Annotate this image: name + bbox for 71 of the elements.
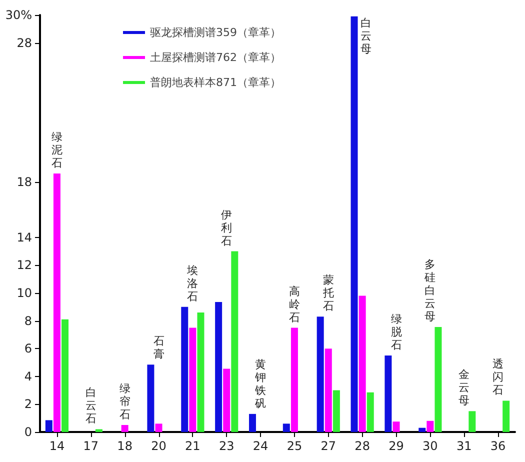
x-tick-label: 23: [218, 439, 234, 453]
bar: [290, 328, 298, 432]
bar: [181, 306, 188, 432]
annotation: 高岭石: [288, 284, 300, 324]
bar: [121, 425, 128, 432]
annotation: 伊利石: [221, 208, 232, 248]
x-tick-label: 17: [83, 439, 99, 453]
bar: [147, 364, 154, 432]
bar: [95, 429, 102, 432]
bar: [350, 16, 358, 432]
annotation: 埃洛石: [186, 264, 198, 303]
bar: [189, 328, 196, 432]
x-tick-label: 24: [252, 439, 268, 453]
y-tick-label: 18: [16, 174, 32, 189]
x-tick-label: 29: [388, 439, 404, 453]
y-tick-label: 2: [24, 397, 32, 412]
bar: [45, 420, 52, 432]
legend-label: 驱龙探槽测谱359（章革）: [150, 26, 281, 39]
x-tick-label: 25: [286, 439, 302, 453]
bar: [282, 424, 290, 432]
x-tick-label: 36: [490, 439, 506, 453]
x-tick-label: 28: [354, 439, 370, 453]
bar: [324, 348, 332, 432]
bar: [366, 392, 374, 432]
bar: [62, 319, 69, 432]
bar: [53, 173, 60, 432]
y-tick-label: 14: [16, 230, 32, 244]
bar: [468, 411, 476, 432]
annotation: 石膏: [153, 334, 164, 361]
bar: [197, 312, 204, 432]
y-tick-label: 12: [16, 258, 32, 272]
annotation: 白云石: [85, 386, 96, 426]
annotation: 绿脱石: [390, 312, 402, 352]
y-tick-label: 8: [24, 314, 32, 328]
bar: [434, 327, 442, 432]
y-tick-label: 28: [16, 36, 32, 50]
annotation: 绿泥石: [51, 130, 62, 170]
bar: [248, 414, 256, 432]
bar: [384, 356, 392, 432]
x-tick-label: 31: [456, 439, 472, 453]
x-tick-label: 14: [49, 439, 65, 453]
annotation: 黄钾铁矾: [254, 358, 266, 410]
y-tick-label: 30%: [5, 8, 32, 22]
bar: [155, 424, 162, 432]
bar: [231, 251, 238, 432]
y-tick-label: 6: [24, 342, 32, 356]
x-tick-label: 30: [422, 439, 438, 453]
x-tick-label: 21: [185, 439, 200, 453]
bar: [215, 302, 222, 432]
annotation: 绿帘石: [119, 382, 130, 422]
x-tick-label: 27: [320, 439, 336, 453]
bar: [332, 390, 340, 432]
y-tick-label: 0: [24, 425, 32, 439]
annotation: 透闪石: [492, 358, 504, 397]
bar: [418, 428, 426, 432]
bar: [392, 422, 400, 432]
annotation: 蒙托石: [322, 274, 334, 313]
y-tick-label: 4: [24, 369, 32, 384]
x-tick-label: 18: [117, 439, 132, 453]
bar: [502, 400, 510, 432]
legend-label: 普朗地表样本871（章革）: [150, 76, 281, 89]
bar: [223, 368, 230, 432]
x-tick-label: 20: [151, 439, 166, 453]
bar: [316, 316, 324, 432]
bar: [358, 296, 366, 432]
annotation: 白云母: [360, 16, 372, 56]
annotation: 金云母: [458, 368, 470, 408]
bar: [426, 420, 434, 432]
y-tick-label: 10: [16, 286, 32, 300]
legend-label: 土屋探槽测谱762（章革）: [150, 51, 281, 64]
annotation: 多硅白云母: [424, 258, 436, 324]
